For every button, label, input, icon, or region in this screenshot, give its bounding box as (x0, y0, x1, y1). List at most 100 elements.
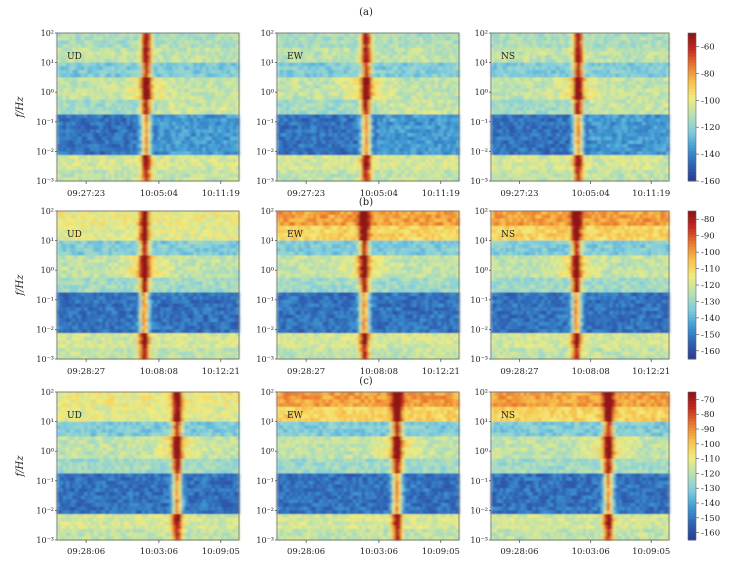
spectrogram-cell (235, 136, 240, 141)
spectrogram-cell (235, 169, 240, 175)
spectrogram-cell (63, 173, 67, 178)
spectrogram-cell (304, 151, 308, 156)
spectrogram-cell (78, 92, 82, 97)
spectrogram-cell (307, 84, 311, 90)
spectrogram-cell (292, 58, 296, 64)
spectrogram-cell (151, 107, 155, 112)
spectrogram-cell (126, 36, 131, 41)
x-tick-label: 10:11:19 (202, 189, 240, 199)
spectrogram-cell (160, 114, 164, 119)
spectrogram-cell (223, 88, 228, 93)
spectrogram-cell (166, 118, 170, 123)
spectrogram-cell (214, 125, 219, 130)
spectrogram-cell (117, 66, 122, 71)
spectrogram-cell (301, 103, 305, 108)
spectrogram-cell (60, 99, 64, 104)
spectrogram-cell (214, 173, 219, 178)
spectrogram-cell (120, 66, 125, 71)
spectrogram-cell (81, 81, 85, 86)
spectrogram-cell (87, 118, 91, 123)
spectrogram-cell (57, 177, 61, 182)
spectrogram-cell (223, 40, 228, 45)
spectrogram-cell (277, 77, 281, 82)
spectrogram-cell (123, 121, 128, 127)
spectrogram-cell (102, 92, 107, 97)
spectrogram-cell (129, 132, 134, 138)
spectrogram-cell (69, 151, 73, 156)
spectrogram-cell (141, 88, 146, 93)
spectrogram-cell (141, 140, 146, 145)
spectrogram-cell (63, 129, 67, 134)
spectrogram-cell (154, 173, 158, 178)
spectrogram-cell (277, 55, 281, 60)
spectrogram-cell (157, 173, 161, 178)
spectrogram-cell (114, 114, 119, 119)
spectrogram-cell (141, 95, 146, 101)
spectrogram-cell (111, 88, 116, 93)
spectrogram-cell (310, 151, 314, 156)
spectrogram-cell (114, 177, 119, 182)
spectrogram-cell (175, 44, 179, 49)
spectrogram-cell (123, 58, 128, 64)
spectrogram-cell (289, 129, 293, 134)
spectrogram-cell (205, 55, 210, 60)
spectrogram-cell (292, 47, 296, 53)
spectrogram-cell (304, 132, 308, 138)
spectrogram-cell (205, 58, 210, 64)
spectrogram-cell (211, 62, 216, 67)
spectrogram-cell (190, 55, 195, 60)
spectrogram-cell (286, 99, 290, 104)
spectrogram-cell (184, 55, 189, 60)
spectrogram-cell (178, 173, 182, 178)
spectrogram-cell (214, 110, 219, 115)
spectrogram-cell (298, 169, 302, 175)
spectrogram-cell (132, 177, 137, 182)
spectrogram-cell (105, 155, 110, 160)
spectrogram-cell (120, 55, 125, 60)
spectrogram-cell (205, 40, 210, 45)
spectrogram-cell (286, 107, 290, 112)
spectrogram-cell (90, 47, 94, 53)
spectrogram-cell (72, 155, 76, 160)
spectrogram-cell (69, 158, 73, 164)
spectrogram-cell (102, 33, 107, 38)
spectrogram-cell (208, 44, 213, 49)
spectrogram-cell (93, 40, 98, 45)
spectrogram-cell (157, 177, 161, 182)
spectrogram-cell (229, 162, 234, 167)
spectrogram-cell (75, 151, 79, 156)
spectrogram-cell (307, 158, 311, 164)
spectrogram-cell (220, 114, 225, 119)
x-tick-label: 09:27:23 (67, 189, 105, 199)
spectrogram-cell (90, 44, 94, 49)
spectrogram-cell (84, 125, 88, 130)
spectrogram-cell (304, 58, 308, 64)
spectrogram-cell (205, 125, 210, 130)
spectrogram-cell (196, 129, 201, 134)
spectrogram-cell (166, 158, 170, 164)
spectrogram-cell (126, 107, 131, 112)
spectrogram-cell (72, 151, 76, 156)
spectrogram-cell (295, 58, 299, 64)
spectrogram-cell (148, 103, 152, 108)
spectrogram-cell (208, 40, 213, 45)
spectrogram-cell (214, 177, 219, 182)
spectrogram-cell (141, 44, 146, 49)
spectrogram-cell (141, 92, 146, 97)
spectrogram-cell (66, 70, 70, 75)
spectrogram-cell (298, 55, 302, 60)
spectrogram-cell (211, 121, 216, 127)
spectrogram-cell (217, 103, 222, 108)
spectrogram-cell (96, 158, 101, 164)
spectrogram-cell (214, 73, 219, 78)
spectrogram-cell (283, 173, 287, 178)
spectrogram-cell (310, 55, 314, 60)
spectrogram-cell (283, 118, 287, 123)
spectrogram-cell (99, 88, 104, 93)
spectrogram-cell (172, 155, 176, 160)
spectrogram-cell (199, 110, 204, 115)
spectrogram-cell (151, 84, 155, 90)
spectrogram-cell (154, 129, 158, 134)
spectrogram-cell (283, 70, 287, 75)
spectrogram-cell (138, 121, 143, 127)
